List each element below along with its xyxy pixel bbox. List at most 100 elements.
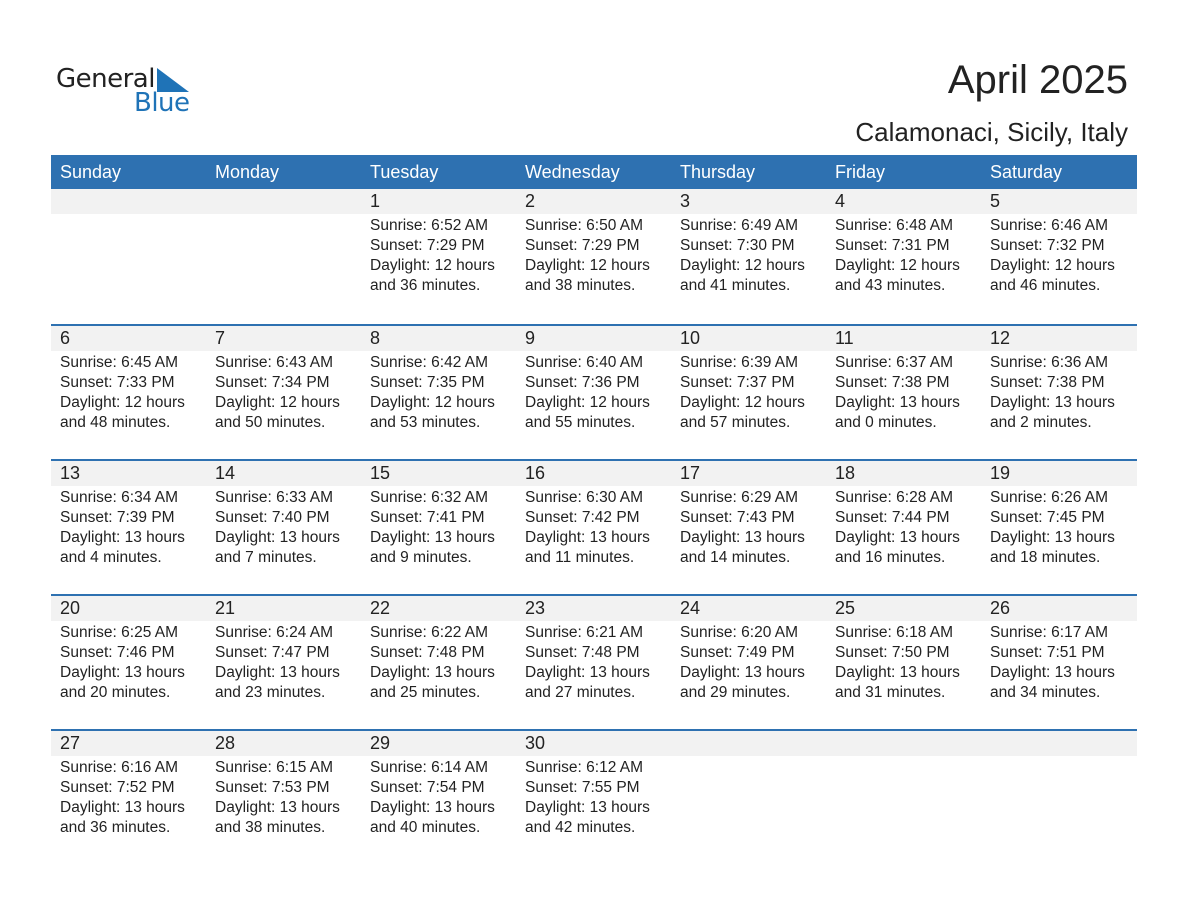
sunset-text: Sunset: 7:39 PM xyxy=(60,509,175,526)
day-info: Sunrise: 6:30 AM Sunset: 7:42 PM Daylight:… xyxy=(525,486,671,568)
weekday-monday: Monday xyxy=(215,162,280,182)
sunset-text: Sunset: 7:55 PM xyxy=(525,779,640,796)
daylight-minutes-text: and 0 minutes. xyxy=(835,414,937,431)
day-number: 24 xyxy=(680,598,701,618)
sunset-text: Sunset: 7:41 PM xyxy=(370,509,485,526)
day-cell: 26 Sunrise: 6:17 AM Sunset: 7:51 PM Dayligh… xyxy=(981,596,1136,729)
date-band xyxy=(51,596,1137,621)
day-cell: 21 Sunrise: 6:24 AM Sunset: 7:47 PM Dayligh… xyxy=(206,596,361,729)
day-number: 27 xyxy=(60,733,81,753)
day-number: 23 xyxy=(525,598,546,618)
sunset-text: Sunset: 7:48 PM xyxy=(525,644,640,661)
day-info: Sunrise: 6:40 AM Sunset: 7:36 PM Daylight:… xyxy=(525,351,671,433)
day-cell: 22 Sunrise: 6:22 AM Sunset: 7:48 PM Dayligh… xyxy=(361,596,516,729)
week-row: 20 Sunrise: 6:25 AM Sunset: 7:46 PM Dayligh… xyxy=(51,594,1137,729)
day-info: Sunrise: 6:45 AM Sunset: 7:33 PM Daylight:… xyxy=(60,351,206,433)
day-number: 21 xyxy=(215,598,236,618)
daylight-text: Daylight: 12 hours xyxy=(525,394,650,411)
day-info: Sunrise: 6:36 AM Sunset: 7:38 PM Daylight:… xyxy=(990,351,1136,433)
sunset-text: Sunset: 7:38 PM xyxy=(835,374,950,391)
sunset-text: Sunset: 7:29 PM xyxy=(370,237,485,254)
day-cell: 4 Sunrise: 6:48 AM Sunset: 7:31 PM Daylight… xyxy=(826,189,981,324)
sunrise-text: Sunrise: 6:32 AM xyxy=(370,489,489,506)
daylight-minutes-text: and 38 minutes. xyxy=(525,277,636,294)
logo: General Blue xyxy=(56,62,196,122)
daylight-minutes-text: and 36 minutes. xyxy=(370,277,481,294)
week-row: 27 Sunrise: 6:16 AM Sunset: 7:52 PM Dayligh… xyxy=(51,729,1137,864)
day-info: Sunrise: 6:43 AM Sunset: 7:34 PM Daylight:… xyxy=(215,351,361,433)
sunrise-text: Sunrise: 6:20 AM xyxy=(680,624,799,641)
day-cell: 6 Sunrise: 6:45 AM Sunset: 7:33 PM Daylight… xyxy=(51,326,206,459)
daylight-minutes-text: and 41 minutes. xyxy=(680,277,791,294)
sunrise-text: Sunrise: 6:29 AM xyxy=(680,489,799,506)
daylight-minutes-text: and 36 minutes. xyxy=(60,819,171,836)
week-row: 13 Sunrise: 6:34 AM Sunset: 7:39 PM Dayligh… xyxy=(51,459,1137,594)
day-number: 10 xyxy=(680,328,701,348)
day-info: Sunrise: 6:12 AM Sunset: 7:55 PM Daylight:… xyxy=(525,756,671,838)
day-cell: 5 Sunrise: 6:46 AM Sunset: 7:32 PM Daylight… xyxy=(981,189,1136,324)
day-number: 20 xyxy=(60,598,81,618)
daylight-text: Daylight: 13 hours xyxy=(835,529,960,546)
day-info: Sunrise: 6:17 AM Sunset: 7:51 PM Daylight:… xyxy=(990,621,1136,703)
day-info: Sunrise: 6:26 AM Sunset: 7:45 PM Daylight:… xyxy=(990,486,1136,568)
day-number: 25 xyxy=(835,598,856,618)
sunset-text: Sunset: 7:30 PM xyxy=(680,237,795,254)
sunrise-text: Sunrise: 6:42 AM xyxy=(370,354,489,371)
sunset-text: Sunset: 7:50 PM xyxy=(835,644,950,661)
sunset-text: Sunset: 7:40 PM xyxy=(215,509,330,526)
day-info: Sunrise: 6:50 AM Sunset: 7:29 PM Daylight:… xyxy=(525,214,671,296)
sunset-text: Sunset: 7:43 PM xyxy=(680,509,795,526)
day-number: 29 xyxy=(370,733,391,753)
day-cell: 8 Sunrise: 6:42 AM Sunset: 7:35 PM Daylight… xyxy=(361,326,516,459)
daylight-text: Daylight: 13 hours xyxy=(60,529,185,546)
sunrise-text: Sunrise: 6:14 AM xyxy=(370,759,489,776)
sunset-text: Sunset: 7:44 PM xyxy=(835,509,950,526)
sunrise-text: Sunrise: 6:25 AM xyxy=(60,624,179,641)
sunrise-text: Sunrise: 6:37 AM xyxy=(835,354,954,371)
daylight-text: Daylight: 12 hours xyxy=(215,394,340,411)
location-subtitle: Calamonaci, Sicily, Italy xyxy=(855,117,1128,147)
sunrise-text: Sunrise: 6:16 AM xyxy=(60,759,179,776)
sunset-text: Sunset: 7:29 PM xyxy=(525,237,640,254)
daylight-text: Daylight: 13 hours xyxy=(525,799,650,816)
sunrise-text: Sunrise: 6:45 AM xyxy=(60,354,179,371)
weekday-thursday: Thursday xyxy=(680,162,756,182)
sunrise-text: Sunrise: 6:12 AM xyxy=(525,759,644,776)
week-row: 1 Sunrise: 6:52 AM Sunset: 7:29 PM Daylight… xyxy=(51,189,1137,324)
sunrise-text: Sunrise: 6:30 AM xyxy=(525,489,644,506)
daylight-minutes-text: and 4 minutes. xyxy=(60,549,162,566)
daylight-text: Daylight: 12 hours xyxy=(990,257,1115,274)
daylight-minutes-text: and 31 minutes. xyxy=(835,684,946,701)
sunset-text: Sunset: 7:31 PM xyxy=(835,237,950,254)
sunset-text: Sunset: 7:45 PM xyxy=(990,509,1105,526)
day-cell: 10 Sunrise: 6:39 AM Sunset: 7:37 PM Dayligh… xyxy=(671,326,826,459)
sunset-text: Sunset: 7:48 PM xyxy=(370,644,485,661)
sunrise-text: Sunrise: 6:15 AM xyxy=(215,759,334,776)
sunrise-text: Sunrise: 6:36 AM xyxy=(990,354,1109,371)
daylight-minutes-text: and 16 minutes. xyxy=(835,549,946,566)
day-info: Sunrise: 6:34 AM Sunset: 7:39 PM Daylight:… xyxy=(60,486,206,568)
sunrise-text: Sunrise: 6:21 AM xyxy=(525,624,644,641)
daylight-text: Daylight: 12 hours xyxy=(835,257,960,274)
daylight-text: Daylight: 12 hours xyxy=(60,394,185,411)
sunset-text: Sunset: 7:33 PM xyxy=(60,374,175,391)
daylight-text: Daylight: 13 hours xyxy=(215,529,340,546)
sunrise-text: Sunrise: 6:52 AM xyxy=(370,217,489,234)
day-cell: 11 Sunrise: 6:37 AM Sunset: 7:38 PM Dayligh… xyxy=(826,326,981,459)
sunset-text: Sunset: 7:46 PM xyxy=(60,644,175,661)
sunrise-text: Sunrise: 6:34 AM xyxy=(60,489,179,506)
sunset-text: Sunset: 7:52 PM xyxy=(60,779,175,796)
date-band xyxy=(51,189,1137,214)
sunset-text: Sunset: 7:49 PM xyxy=(680,644,795,661)
calendar: Sunday Monday Tuesday Wednesday Thursday Frid… xyxy=(51,155,1137,864)
day-cell: 29 Sunrise: 6:14 AM Sunset: 7:54 PM Dayligh… xyxy=(361,731,516,864)
daylight-text: Daylight: 13 hours xyxy=(835,394,960,411)
day-number: 15 xyxy=(370,463,391,483)
date-band xyxy=(51,461,1137,486)
daylight-minutes-text: and 18 minutes. xyxy=(990,549,1101,566)
date-band xyxy=(51,731,1137,756)
daylight-minutes-text: and 43 minutes. xyxy=(835,277,946,294)
daylight-minutes-text: and 34 minutes. xyxy=(990,684,1101,701)
daylight-text: Daylight: 13 hours xyxy=(525,664,650,681)
weekday-saturday: Saturday xyxy=(990,162,1063,182)
